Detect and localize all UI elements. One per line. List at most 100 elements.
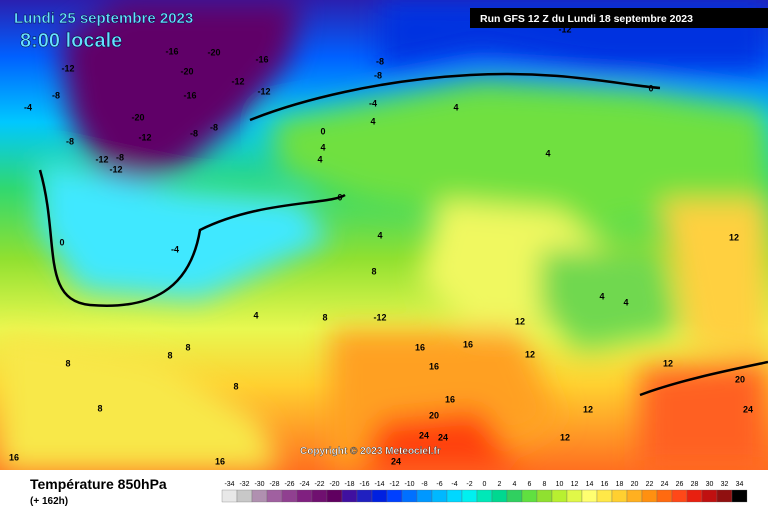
forecast-date: Lundi 25 septembre 2023 (14, 10, 193, 27)
scale-tick-label: 16 (601, 481, 609, 488)
scale-cell (716, 489, 733, 503)
scale-cell (686, 489, 703, 503)
scale-tick-label: 28 (691, 481, 699, 488)
contour-label: 8 (167, 350, 172, 360)
scale-tick-label: -16 (359, 481, 369, 488)
scale-tick-label: 6 (528, 481, 532, 488)
scale-tick-label: -30 (254, 481, 264, 488)
contour-label: -8 (190, 128, 198, 138)
contour-label: -4 (24, 102, 32, 112)
scale-tick-label: -32 (239, 481, 249, 488)
contour-label: 4 (320, 142, 325, 152)
contour-label: -8 (52, 90, 60, 100)
run-info: Run GFS 12 Z du Lundi 18 septembre 2023 (480, 13, 693, 25)
scale-tick-label: -28 (269, 481, 279, 488)
contour-label: 16 (445, 394, 455, 404)
scale-cell (671, 489, 688, 503)
scale-tick-label: 2 (498, 481, 502, 488)
scale-tick-label: 4 (513, 481, 517, 488)
scale-tick-label: 12 (571, 481, 579, 488)
contour-label: 24 (743, 404, 753, 414)
contour-label: 24 (391, 456, 401, 466)
contour-label: 8 (185, 342, 190, 352)
scale-tick-label: 10 (556, 481, 564, 488)
contour-label: -4 (171, 244, 179, 254)
scale-cell (401, 489, 418, 503)
scale-tick-label: 8 (543, 481, 547, 488)
contour-label: -8 (374, 70, 382, 80)
contour-label: -12 (231, 76, 244, 86)
scale-tick-label: -6 (436, 481, 442, 488)
contour-label: -8 (210, 122, 218, 132)
contour-label: 8 (65, 358, 70, 368)
scale-cell (581, 489, 598, 503)
scale-tick-label: -2 (466, 481, 472, 488)
legend-title: Température 850hPa (30, 476, 167, 492)
contour-label: 16 (215, 456, 225, 466)
contour-label: 4 (317, 154, 322, 164)
contour-label: 12 (525, 349, 535, 359)
scale-cell (266, 489, 283, 503)
contour-label: 24 (419, 430, 429, 440)
scale-tick-label: -12 (389, 481, 399, 488)
contour-label: -12 (61, 63, 74, 73)
contour-label: 16 (463, 339, 473, 349)
scale-tick-label: 14 (586, 481, 594, 488)
scale-tick-label: 18 (616, 481, 624, 488)
scale-cell (506, 489, 523, 503)
contour-label: 12 (515, 316, 525, 326)
scale-cell (611, 489, 628, 503)
scale-cell (281, 489, 298, 503)
scale-tick-label: -34 (224, 481, 234, 488)
contour-label: -20 (180, 66, 193, 76)
scale-tick-label: -8 (421, 481, 427, 488)
contour-label: 4 (599, 291, 604, 301)
scale-cell (626, 489, 643, 503)
forecast-time: 8:00 locale (20, 30, 122, 52)
scale-cell (221, 489, 238, 503)
scale-cell (551, 489, 568, 503)
contour-label: -16 (255, 54, 268, 64)
contour-label: 16 (429, 361, 439, 371)
contour-label: 0 (320, 126, 325, 136)
contour-label: -12 (558, 24, 571, 34)
contour-label: -16 (183, 90, 196, 100)
scale-tick-label: 20 (631, 481, 639, 488)
contour-label: 8 (97, 403, 102, 413)
contour-label: 0 (59, 237, 64, 247)
scale-tick-label: 26 (676, 481, 684, 488)
contour-label: -8 (376, 56, 384, 66)
scale-tick-label: 34 (736, 481, 744, 488)
scale-cell (656, 489, 673, 503)
scale-tick-label: 24 (661, 481, 669, 488)
scale-tick-label: -24 (299, 481, 309, 488)
scale-cell (731, 489, 748, 503)
contour-label: 20 (735, 374, 745, 384)
map: -12-16 -20-20-16-12-16-12-8-8-4-8-4-8-20-… (0, 0, 768, 470)
scale-cell (296, 489, 313, 503)
contour-label: 12 (729, 232, 739, 242)
contour-label: 12 (663, 358, 673, 368)
scale-tick-label: 30 (706, 481, 714, 488)
scale-tick-label: 0 (483, 481, 487, 488)
contour-label: -12 (373, 312, 386, 322)
contour-label: -8 (116, 152, 124, 162)
contour-label: 4 (623, 297, 628, 307)
scale-cell (356, 489, 373, 503)
contour-label: 8 (233, 381, 238, 391)
contour-label: 4 (377, 230, 382, 240)
scale-cell (236, 489, 253, 503)
scale-cell (491, 489, 508, 503)
scale-cell (431, 489, 448, 503)
scale-tick-label: -14 (374, 481, 384, 488)
scale-cell (476, 489, 493, 503)
scale-cell (326, 489, 343, 503)
scale-cell (641, 489, 658, 503)
contour-label: 0 (337, 192, 342, 202)
contour-label: -12 (257, 86, 270, 96)
contour-label: 4 (370, 116, 375, 126)
contour-label: 24 (438, 432, 448, 442)
contour-label: 20 (429, 410, 439, 420)
contour-label: 16 (9, 452, 19, 462)
